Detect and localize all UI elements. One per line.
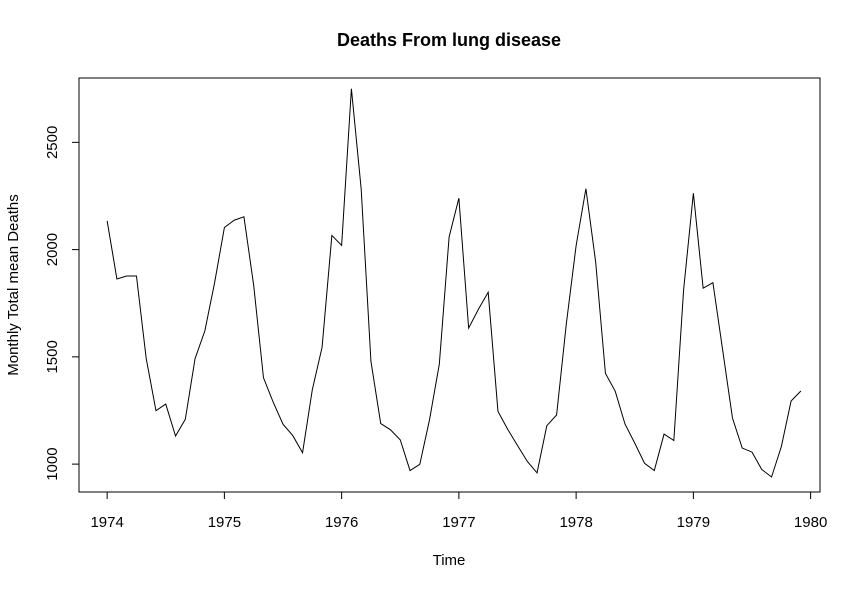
chart-title: Deaths From lung disease xyxy=(337,30,561,50)
series-line xyxy=(106,88,802,478)
y-axis: 1000 1500 2000 2500 xyxy=(44,126,80,481)
x-tick-label: 1977 xyxy=(442,514,475,531)
y-tick-label: 1500 xyxy=(44,340,61,373)
x-tick-label: 1974 xyxy=(90,514,123,531)
x-axis: 1974 1975 1976 1977 1978 1979 1980 xyxy=(90,491,827,531)
x-tick-label: 1976 xyxy=(325,514,358,531)
x-axis-label: Time xyxy=(433,552,466,569)
y-tick-label: 2500 xyxy=(44,126,61,159)
x-tick-label: 1979 xyxy=(677,514,710,531)
y-tick-label: 1000 xyxy=(44,447,61,480)
x-tick-label: 1975 xyxy=(208,514,241,531)
y-tick-label: 2000 xyxy=(44,233,61,266)
x-tick-label: 1978 xyxy=(559,514,592,531)
x-tick-label: 1980 xyxy=(794,514,827,531)
y-axis-label: Monthly Total mean Deaths xyxy=(5,194,22,376)
